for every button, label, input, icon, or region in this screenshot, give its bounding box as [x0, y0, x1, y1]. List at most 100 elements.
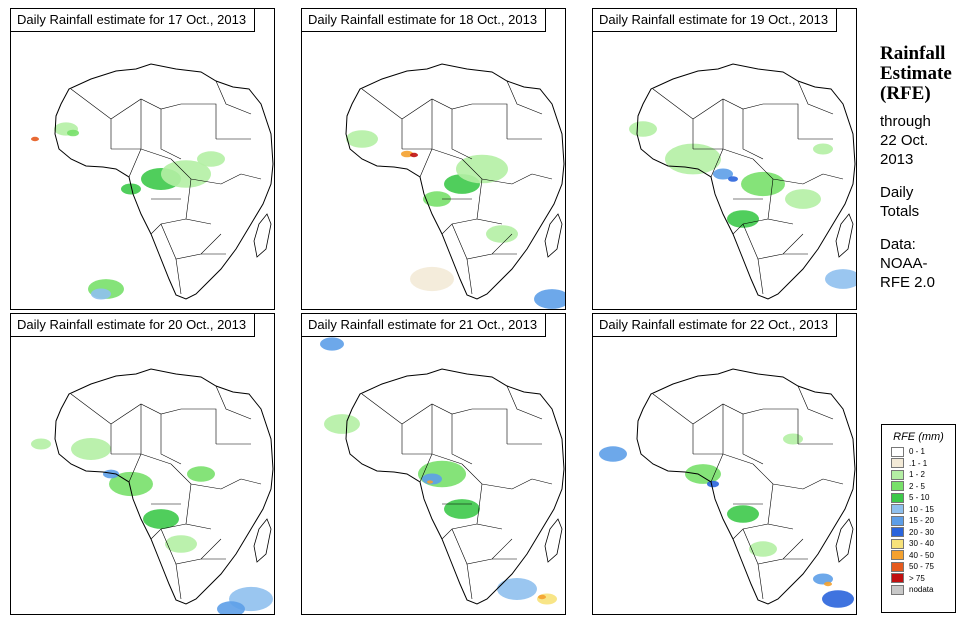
country-border — [451, 223, 513, 260]
panel-title: Daily Rainfall estimate for 18 Oct., 201… — [302, 9, 547, 32]
legend-swatch — [891, 515, 904, 526]
country-border — [466, 258, 473, 295]
rainfall-area — [187, 466, 215, 482]
country-border — [472, 103, 508, 139]
rainfall-area — [538, 594, 546, 600]
rainfall-area — [165, 535, 197, 553]
rainfall-area — [31, 136, 39, 142]
rainfall-area — [422, 473, 442, 485]
country-border — [401, 403, 473, 425]
side-title: Rainfall Estimate (RFE) — [880, 44, 965, 104]
country-border — [752, 463, 824, 490]
country-border — [652, 88, 694, 149]
country-border — [70, 88, 112, 149]
rainfall-area — [91, 288, 111, 300]
rainfall-area — [427, 480, 433, 484]
legend-swatch — [891, 584, 904, 595]
legend-item: 0 - 1 — [882, 446, 955, 458]
data-source-line1: NOAA- — [880, 255, 928, 272]
rainfall-area — [143, 509, 179, 529]
rainfall-area — [109, 471, 153, 497]
rainfall-area — [599, 446, 627, 462]
rainfall-area — [410, 152, 418, 158]
through-block: through 22 Oct. 2013 — [880, 112, 965, 169]
rainfall-area — [727, 505, 759, 523]
legend-swatch — [891, 550, 904, 561]
legend-item: 1 - 2 — [882, 469, 955, 481]
legend-swatch — [891, 481, 904, 492]
rainfall-area — [418, 460, 466, 488]
country-border — [111, 453, 172, 465]
rainfall-area — [103, 469, 119, 479]
legend-label: 30 - 40 — [909, 539, 934, 549]
rainfall-area — [486, 225, 518, 243]
country-border — [240, 173, 262, 180]
madagascar-outline — [835, 213, 854, 258]
country-border — [742, 414, 764, 465]
country-border — [757, 258, 764, 295]
rainfall-area — [197, 151, 225, 167]
country-border — [402, 148, 463, 160]
country-border — [652, 393, 694, 454]
legend-item: 5 - 10 — [882, 492, 955, 504]
country-border — [476, 178, 503, 225]
country-border — [742, 109, 764, 160]
through-year: 2013 — [880, 151, 914, 168]
rainfall-area — [401, 150, 413, 158]
country-border — [506, 385, 543, 420]
legend-label: 2 - 5 — [909, 481, 926, 491]
legend-label: 50 - 75 — [909, 562, 934, 572]
country-border — [110, 403, 182, 425]
country-border — [763, 408, 799, 444]
panel-title: Daily Rainfall estimate for 21 Oct., 201… — [302, 314, 547, 337]
country-border — [170, 463, 242, 490]
rainfall-area — [728, 176, 738, 182]
rainfall-area — [813, 143, 833, 155]
rainfall-area — [410, 266, 454, 292]
country-border — [451, 414, 473, 465]
legend-label: 40 - 50 — [909, 550, 934, 560]
data-label: Data: — [880, 236, 916, 253]
rainfall-area — [629, 121, 657, 137]
country-border — [160, 109, 182, 160]
country-border — [181, 408, 217, 444]
legend-title: RFE (mm) — [893, 431, 944, 443]
rainfall-area — [813, 573, 833, 585]
rainfall-area — [749, 541, 777, 557]
country-border — [441, 523, 478, 540]
madagascar-outline — [544, 213, 563, 258]
rainfall-area — [456, 154, 508, 184]
madagascar-outline — [253, 518, 272, 563]
rainfall-area — [320, 337, 344, 351]
legend-item: 50 - 75 — [882, 561, 955, 573]
legend-swatch — [891, 469, 904, 480]
legend-swatch — [891, 538, 904, 549]
legend-item: 15 - 20 — [882, 515, 955, 527]
country-border — [128, 404, 142, 483]
rainfall-area — [727, 210, 759, 228]
country-border — [402, 453, 463, 465]
legend-label: 5 - 10 — [909, 493, 930, 503]
rainfall-area — [707, 480, 719, 488]
side-title-line: Estimate — [880, 63, 952, 84]
country-border — [215, 80, 252, 115]
data-source-line2: RFE 2.0 — [880, 274, 936, 291]
legend-swatch — [891, 573, 904, 584]
continent-outline — [636, 63, 856, 300]
country-border — [160, 414, 182, 465]
legend-item: nodata — [882, 584, 955, 596]
legend-item: > 75 — [882, 573, 955, 585]
rainfall-area — [741, 171, 785, 197]
country-border — [767, 483, 794, 530]
country-border — [742, 528, 804, 565]
continent-outline — [636, 368, 856, 605]
panel-title: Daily Rainfall estimate for 17 Oct., 201… — [11, 9, 256, 32]
legend-label: .1 - 1 — [909, 458, 928, 468]
continent-outline — [345, 368, 565, 605]
africa-map — [31, 368, 274, 614]
rainfall-area — [497, 578, 537, 600]
country-border — [175, 258, 182, 295]
map-panel-20-oct: Daily Rainfall estimate for 20 Oct., 201… — [10, 313, 275, 615]
side-title-line: (RFE) — [880, 83, 931, 104]
